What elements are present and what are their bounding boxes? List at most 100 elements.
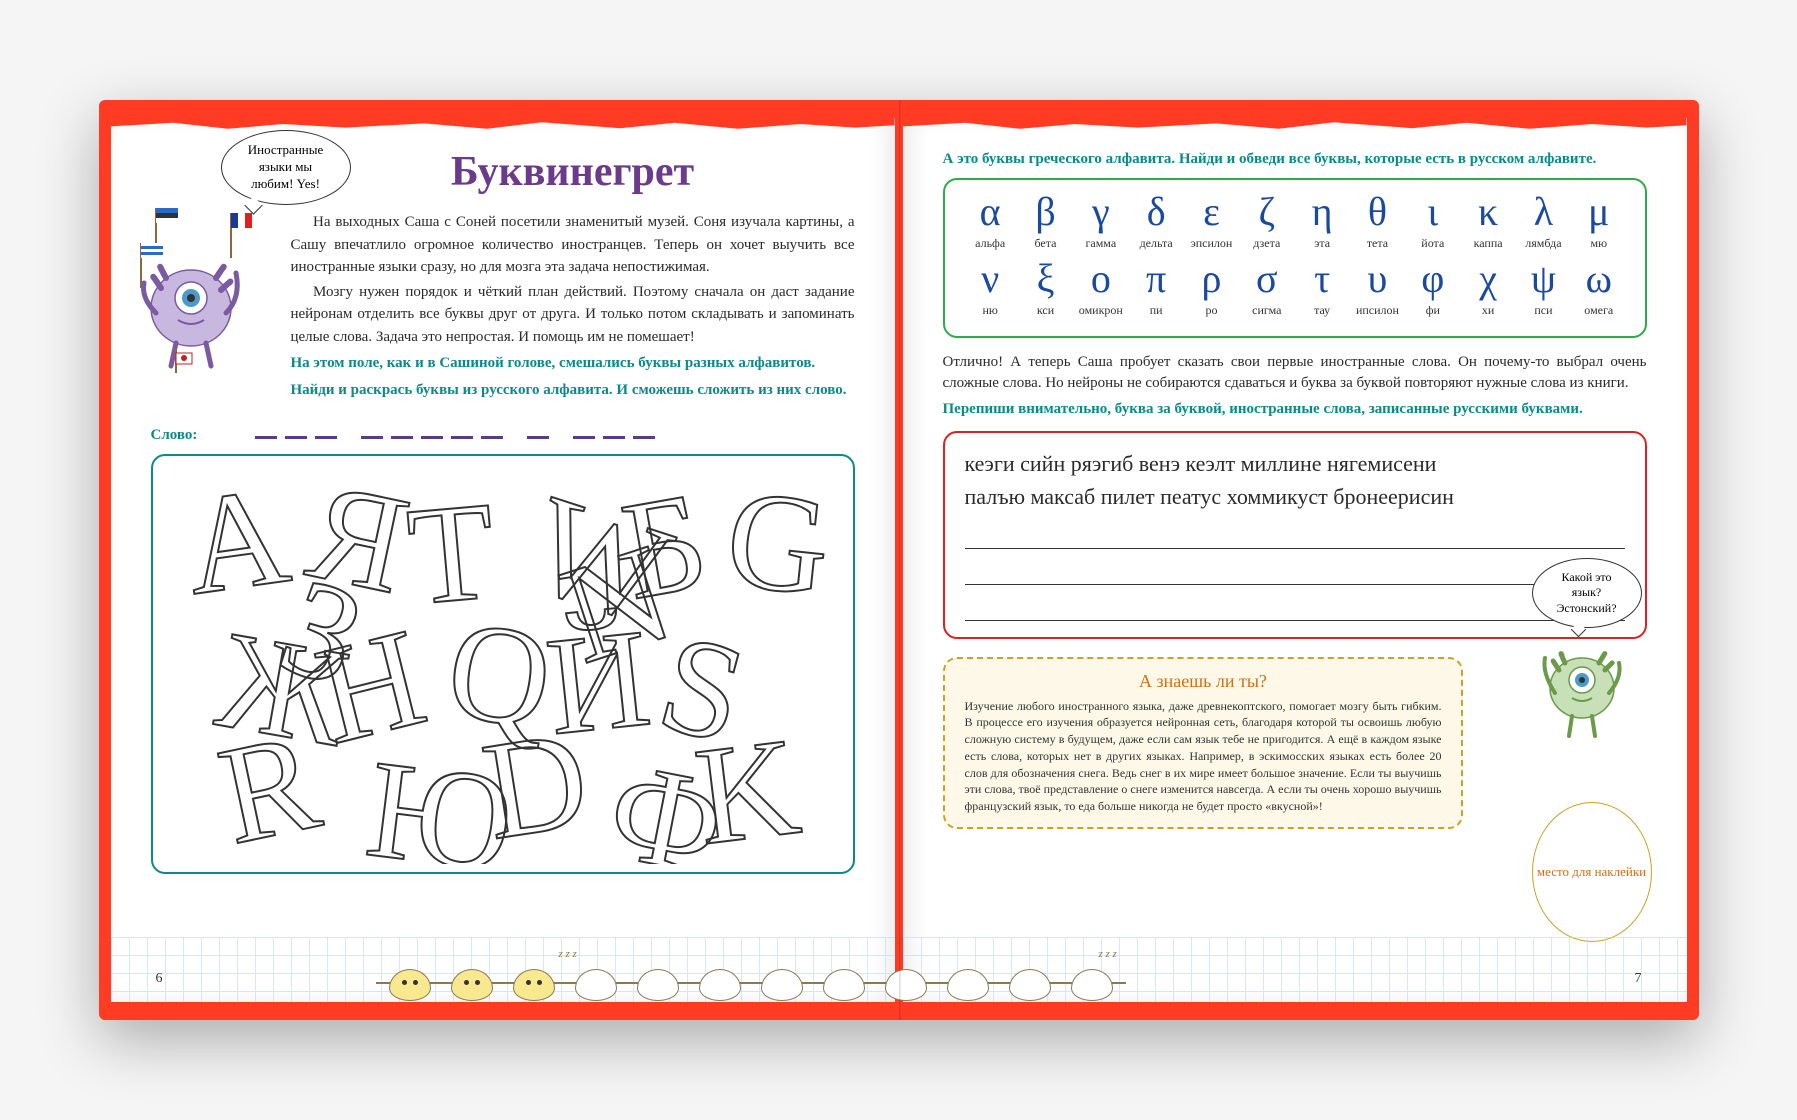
greek-letter-cell[interactable]: ζ дзета xyxy=(1239,192,1294,251)
answer-blank[interactable] xyxy=(255,436,277,439)
greek-letter-cell[interactable]: ρро xyxy=(1184,259,1239,318)
greek-letter: γ xyxy=(1073,192,1128,232)
word-label: Слово: xyxy=(151,427,198,444)
greek-letter-name: тета xyxy=(1350,236,1405,251)
greek-letter: ζ xyxy=(1239,192,1294,232)
letter-puzzle-box[interactable]: A Я T W Б G Ж H Q Й S R Ю D Ф xyxy=(151,454,855,874)
zzz-icon: z z z xyxy=(559,948,577,960)
answer-blank[interactable] xyxy=(603,436,625,439)
greek-letter-cell[interactable]: ε эпсилон xyxy=(1184,192,1239,251)
greek-letter-cell[interactable]: χхи xyxy=(1460,259,1515,318)
greek-letter-cell[interactable]: ωомега xyxy=(1571,259,1626,318)
page-title: Буквинегрет xyxy=(291,148,855,196)
greek-letter-name: дзета xyxy=(1239,236,1294,251)
greek-letter: λ xyxy=(1516,192,1571,232)
monster-character-right xyxy=(1537,628,1627,748)
right-page: А это буквы греческого алфавита. Найди и… xyxy=(903,118,1687,1002)
greek-letter-cell[interactable]: πпи xyxy=(1128,259,1183,318)
greek-letter-name: эта xyxy=(1294,236,1349,251)
answer-blank[interactable] xyxy=(451,436,473,439)
torn-edge-decoration xyxy=(111,118,895,130)
neuron-asleep xyxy=(885,969,927,1001)
greek-letter-cell[interactable]: βбета xyxy=(1018,192,1073,251)
greek-letter: σ xyxy=(1239,259,1294,299)
greek-alphabet-box[interactable]: αальфаβбетаγгаммаδдельтаε эпсилонζ дзетаηэ… xyxy=(943,178,1647,338)
write-line-3[interactable] xyxy=(965,593,1625,621)
answer-blank[interactable] xyxy=(573,436,595,439)
greek-letter-cell[interactable]: φ фи xyxy=(1405,259,1460,318)
answer-blank[interactable] xyxy=(633,436,655,439)
greek-letter-cell[interactable]: τ тау xyxy=(1294,259,1349,318)
speech-text-left: Иностранные языки мы любим! Yes! xyxy=(240,142,332,193)
greek-letter: ι xyxy=(1405,192,1460,232)
neuron-asleep xyxy=(575,969,617,1001)
greek-letter: ε xyxy=(1184,192,1239,232)
neuron-asleep xyxy=(761,969,803,1001)
greek-letter-cell[interactable]: οомикрон xyxy=(1073,259,1128,318)
instruction-right: Перепиши внимательно, буква за буквой, и… xyxy=(943,398,1647,421)
greek-letter-cell[interactable]: αальфа xyxy=(963,192,1018,251)
greek-letter: ξ xyxy=(1018,259,1073,299)
greek-letter-cell[interactable]: θ тета xyxy=(1350,192,1405,251)
greek-letter: η xyxy=(1294,192,1349,232)
answer-blank[interactable] xyxy=(315,436,337,439)
greek-letter-name: дельта xyxy=(1128,236,1183,251)
paragraph-1: На выходных Саша с Соней посетили знамен… xyxy=(291,211,855,279)
neuron-awake xyxy=(451,969,493,1001)
answer-blank[interactable] xyxy=(421,436,443,439)
greek-letter-cell[interactable]: η эта xyxy=(1294,192,1349,251)
greek-letter-cell[interactable]: ψ пси xyxy=(1516,259,1571,318)
neuron-asleep xyxy=(699,969,741,1001)
greek-letter: π xyxy=(1128,259,1183,299)
neuron-chain: z z z z z z xyxy=(379,960,1619,1010)
greek-letter-cell[interactable]: δдельта xyxy=(1128,192,1183,251)
answer-blank[interactable] xyxy=(527,436,549,439)
word-blanks[interactable] xyxy=(251,426,659,444)
sticker-spot[interactable]: место для наклейки xyxy=(1532,802,1652,942)
greek-letter: κ xyxy=(1460,192,1515,232)
svg-text:K: K xyxy=(687,709,806,864)
greek-letter: θ xyxy=(1350,192,1405,232)
answer-blank[interactable] xyxy=(361,436,383,439)
greek-letter: ο xyxy=(1073,259,1128,299)
greek-letter-cell[interactable]: υипсилон xyxy=(1350,259,1405,318)
greek-letter-cell[interactable]: μмю xyxy=(1571,192,1626,251)
open-book: Иностранные языки мы любим! Yes! xyxy=(99,100,1699,1020)
greek-letter-cell[interactable]: σсигма xyxy=(1239,259,1294,318)
neuron-asleep xyxy=(1009,969,1051,1001)
greek-letter-name: тау xyxy=(1294,303,1349,318)
svg-text:A: A xyxy=(175,464,297,625)
neuron-asleep xyxy=(823,969,865,1001)
greek-letter-name: эпсилон xyxy=(1184,236,1239,251)
greek-letter-cell[interactable]: γгамма xyxy=(1073,192,1128,251)
greek-letter-name: фи xyxy=(1405,303,1460,318)
fact-title: А знаешь ли ты? xyxy=(965,671,1442,692)
write-line-1[interactable] xyxy=(965,521,1625,549)
greek-letter: ψ xyxy=(1516,259,1571,299)
greek-letter-cell[interactable]: κ каппа xyxy=(1460,192,1515,251)
answer-blank[interactable] xyxy=(481,436,503,439)
greek-letter-cell[interactable]: ιйота xyxy=(1405,192,1460,251)
neuron-awake xyxy=(513,969,555,1001)
paragraph-2: Мозгу нужен порядок и чёткий план действ… xyxy=(291,281,855,349)
greek-row-1: αальфаβбетаγгаммаδдельтаε эпсилонζ дзетаηэ… xyxy=(963,192,1627,251)
greek-letter: χ xyxy=(1460,259,1515,299)
greek-letter-name: пси xyxy=(1516,303,1571,318)
page-number-right: 7 xyxy=(1635,971,1642,987)
greek-letter: φ xyxy=(1405,259,1460,299)
greek-letter-cell[interactable]: ξкси xyxy=(1018,259,1073,318)
greek-letter-name: ню xyxy=(963,303,1018,318)
greek-letter-name: ро xyxy=(1184,303,1239,318)
answer-blank[interactable] xyxy=(285,436,307,439)
monster-speech-bubble-right: Какой это язык? Эстонский? xyxy=(1532,558,1642,628)
greek-letter: τ xyxy=(1294,259,1349,299)
greek-letter-name: каппа xyxy=(1460,236,1515,251)
write-line-2[interactable] xyxy=(965,557,1625,585)
answer-blank[interactable] xyxy=(391,436,413,439)
greek-letter-cell[interactable]: λлямбда xyxy=(1516,192,1571,251)
greek-letter-cell[interactable]: νню xyxy=(963,259,1018,318)
fact-text: Изучение любого иностранного языка, даже… xyxy=(965,698,1442,816)
page-number-left: 6 xyxy=(156,971,163,987)
foreign-words-line-1: кеэги сийн ряэгиб венэ кеэлт миллине няг… xyxy=(965,447,1625,480)
neuron-asleep xyxy=(1071,969,1113,1001)
